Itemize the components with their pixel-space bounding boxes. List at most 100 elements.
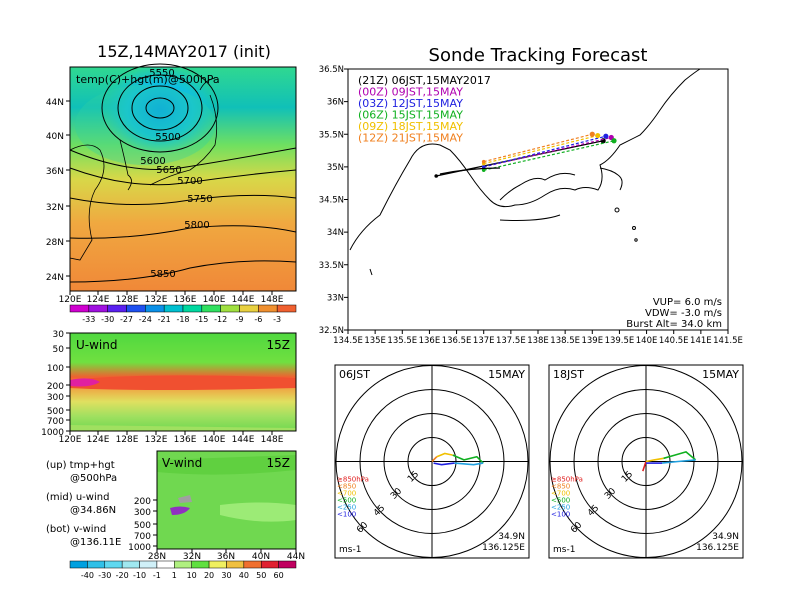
colorbar-label: -18 (176, 315, 189, 324)
p-tick-label: 500 (134, 521, 151, 531)
colorbar-label: 40 (239, 571, 249, 580)
hodograph-trace (663, 451, 697, 461)
lat-tick-label: 28N (46, 238, 64, 248)
lat-tick-label: 34N (327, 228, 344, 238)
left-lat-ticks: 44N 40N 36N 32N 28N 24N (46, 98, 70, 283)
colorbar-label: -30 (101, 315, 114, 324)
lon-tick-label: 141E (690, 336, 712, 346)
colorbar-cell (69, 560, 88, 569)
hodograph-trace (645, 457, 664, 463)
track-coastline (349, 68, 701, 276)
lat-tick-label: 36.5N (319, 65, 344, 75)
lon-tick-label: 132E (145, 435, 168, 445)
p-tick-label: 500 (47, 407, 64, 417)
uwind-frame (69, 332, 297, 432)
colorbar-cell (201, 304, 221, 313)
lon-tick-label: 137.5E (496, 336, 526, 346)
hodograph-trace (642, 461, 647, 472)
uwind-lon-ticks: 120E 124E 128E 132E 136E 140E 144E 148E (59, 431, 284, 445)
colorbar-label: -27 (120, 315, 133, 324)
colorbar-cell (163, 304, 184, 313)
legend-line: (mid) u-wind (46, 492, 109, 503)
colorbar-label: -9 (236, 315, 244, 324)
level-label: <500 (551, 497, 570, 505)
legend-line: (up) tmp+hgt (46, 460, 115, 471)
colorbar-label: -10 (133, 571, 146, 580)
hodograph-unit: ms-1 (339, 545, 361, 555)
colorbar-cell (278, 560, 297, 569)
lon-tick-label: 137E (473, 336, 495, 346)
lat-tick-label: 36N (327, 98, 344, 108)
contour-label: 5750 (187, 194, 212, 205)
track-legend: (21Z) 06JST,15MAY2017(00Z) 09JST,15MAY(0… (358, 74, 491, 145)
lon-tick-label: 135.5E (387, 336, 417, 346)
p-tick-label: 200 (47, 382, 64, 392)
uwind-time: 15Z (267, 338, 291, 352)
colorbar-label: 1 (172, 571, 177, 580)
launch-point (434, 174, 439, 178)
hodograph-date: 15MAY (702, 368, 739, 381)
p-tick-label: 700 (47, 417, 64, 427)
lat-tick-label: 44N (46, 98, 64, 108)
p-tick-label: 300 (47, 393, 64, 403)
lon-tick-label: 139E (581, 336, 603, 346)
colorbar-label: 10 (187, 571, 197, 580)
colorbar-cell (276, 304, 297, 313)
contour-label: 5700 (177, 176, 202, 187)
hodograph-time: 18JST (553, 368, 584, 381)
param-line: VDW= -3.0 m/s (645, 308, 722, 319)
colorbar-cell (220, 304, 240, 313)
colorbar-label: -12 (214, 315, 227, 324)
track-initial-ascent (439, 167, 501, 175)
hodograph-lon: 136.125E (696, 543, 739, 553)
track-line (483, 133, 593, 163)
hodograph-trace (661, 459, 696, 464)
legend-line: (bot) v-wind (46, 524, 106, 535)
left-title: 15Z,14MAY2017 (init) (97, 42, 271, 61)
track-line (483, 134, 598, 165)
lon-tick-label: 128E (116, 435, 139, 445)
landing-point (603, 133, 609, 139)
colorbar-cell (145, 304, 165, 313)
colorbar-label: 50 (256, 571, 266, 580)
colorbar-cell (139, 560, 158, 569)
colorbar-cell (243, 560, 262, 569)
lat-tick-label: 36N (217, 552, 235, 562)
track-lat-ticks: 36.5N 36N 35.5N 35N 34.5N 34N 33.5N 33N 32.5N (319, 65, 348, 336)
lon-tick-label: 135E (364, 336, 386, 346)
vwind-time: 15Z (267, 456, 291, 470)
contour-label: 5650 (156, 165, 181, 176)
lon-tick-label: 136E (174, 295, 197, 305)
lat-tick-label: 40N (252, 552, 270, 562)
colorbar-cell (126, 304, 146, 313)
colorbar-cell (156, 560, 175, 569)
colorbar-label: -3 (273, 315, 281, 324)
param-line: VUP= 6.0 m/s (653, 297, 722, 308)
legend-entry: (06Z) 15JST,15MAY (358, 109, 463, 122)
colorbar-label: -24 (139, 315, 152, 324)
colorbar-cell (107, 304, 127, 313)
colorbar-cell (258, 304, 278, 313)
track-lines (434, 131, 617, 178)
lat-tick-label: 28N (148, 552, 166, 562)
lon-tick-label: 136.5E (442, 336, 472, 346)
lon-tick-label: 140E (636, 336, 658, 346)
contour-label: 5500 (155, 132, 180, 143)
lat-tick-label: 35N (327, 163, 344, 173)
colorbar-label: -40 (81, 571, 94, 580)
legend-line: @136.11E (70, 537, 121, 548)
lon-tick-label: 140E (203, 435, 226, 445)
legend-line: @500hPa (70, 473, 117, 484)
p-tick-label: 300 (134, 508, 151, 518)
launch-point (481, 168, 486, 172)
lat-tick-label: 24N (46, 273, 64, 283)
temp-colorbar: -33 -30 -27 -24 -21 -18 -15 -12 -9 -6 -3 (69, 304, 297, 324)
contour-label: 5550 (149, 68, 174, 79)
colorbar-cell (182, 304, 203, 313)
colorbar-label: -15 (195, 315, 208, 324)
lon-tick-label: 124E (87, 295, 110, 305)
vwind-lat-ticks: 28N 32N 36N 40N 44N (148, 549, 305, 562)
lon-tick-label: 140.5E (659, 336, 689, 346)
lon-tick-label: 136E (174, 435, 197, 445)
